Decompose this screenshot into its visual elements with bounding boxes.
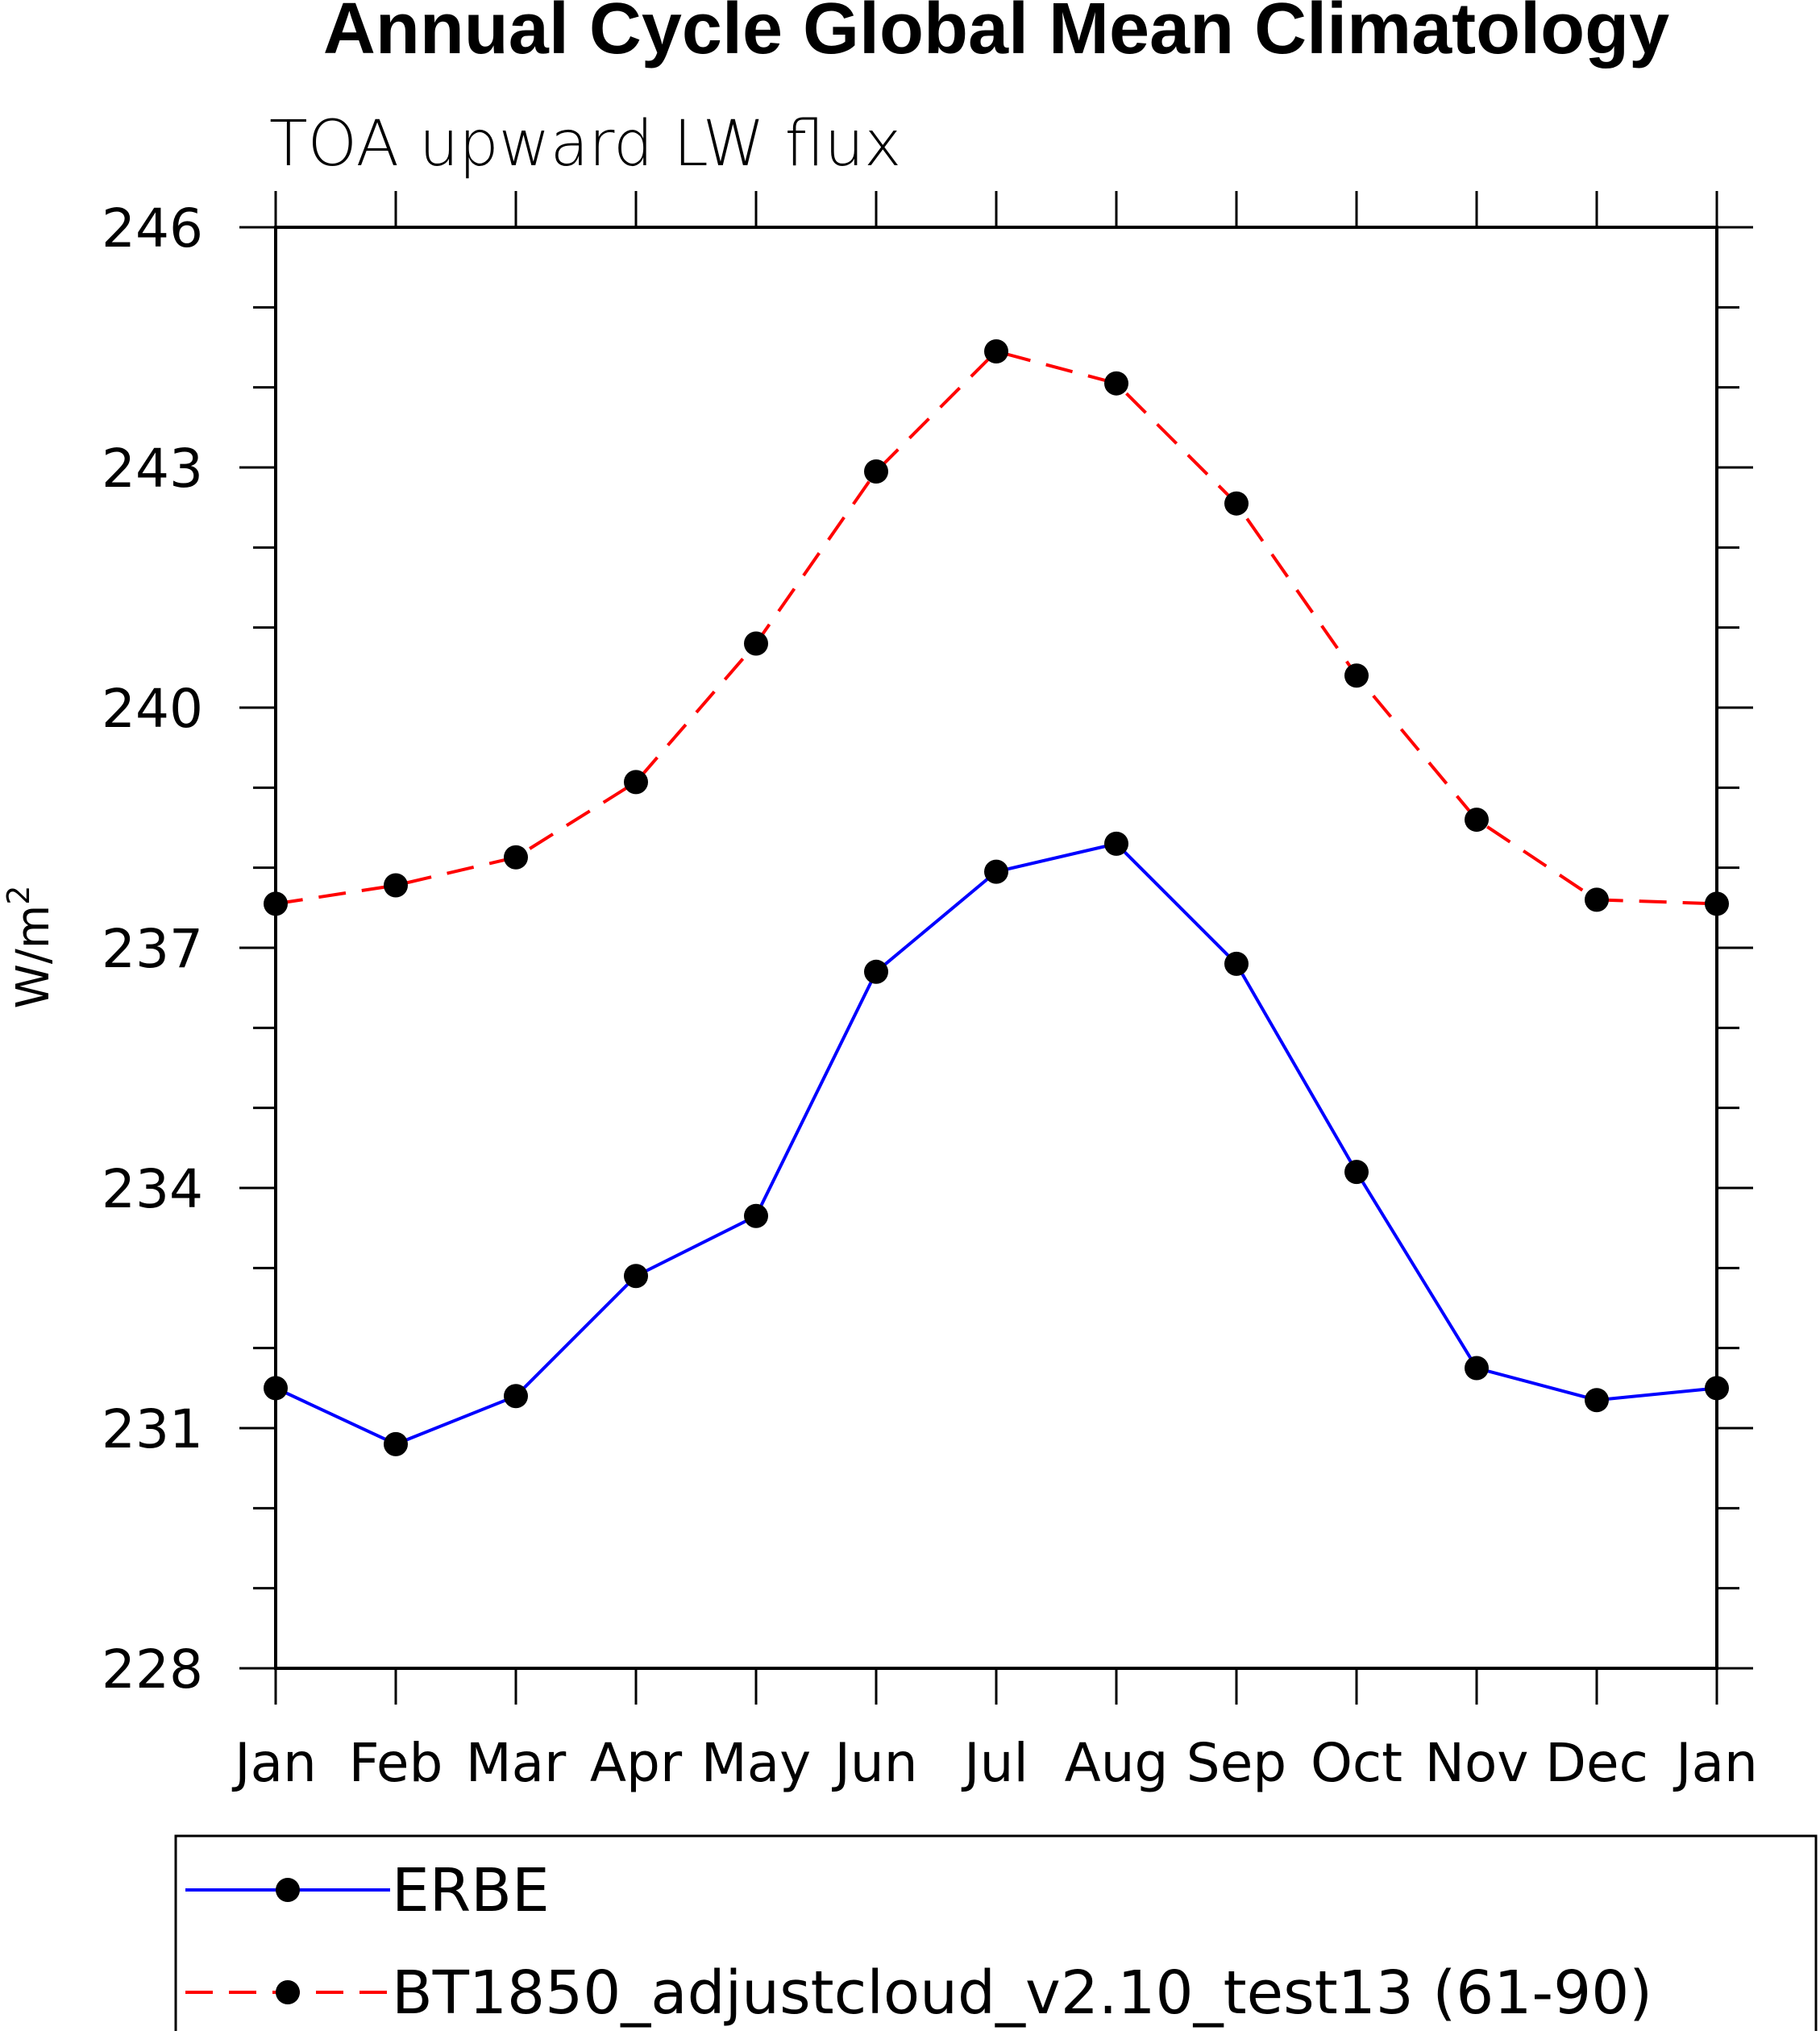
data-point xyxy=(1344,1160,1369,1185)
data-point xyxy=(504,845,528,870)
y-tick-labels: 228 231 234 237 240 243 246 xyxy=(102,197,203,1701)
data-point xyxy=(1585,1388,1609,1413)
data-point xyxy=(744,631,768,656)
data-point xyxy=(1705,891,1729,916)
x-tick-label: Jul xyxy=(961,1732,1028,1794)
data-point xyxy=(1344,663,1369,688)
data-point xyxy=(984,338,1008,363)
data-point xyxy=(1104,371,1128,396)
data-point xyxy=(264,1376,288,1401)
y-tick-label: 228 xyxy=(102,1638,203,1701)
x-tick-label: Feb xyxy=(349,1732,443,1794)
series-layer xyxy=(264,338,1729,1456)
y-axis-label-text: W/m xyxy=(7,905,60,1009)
y-tick-label: 243 xyxy=(102,438,203,500)
data-point xyxy=(1104,831,1128,856)
series-0 xyxy=(264,831,1729,1456)
data-point xyxy=(744,1203,768,1228)
data-point xyxy=(1705,1376,1729,1401)
y-tick-label: 231 xyxy=(102,1398,203,1460)
data-point xyxy=(1224,951,1249,976)
legend-label: ERBE xyxy=(392,1856,550,1925)
data-point xyxy=(384,1431,408,1456)
y-tick-label: 237 xyxy=(102,918,203,980)
data-point xyxy=(1465,1356,1489,1381)
data-point xyxy=(1224,491,1249,516)
data-point xyxy=(1585,887,1609,912)
legend-label: BT1850_adjustcloud_v2.10_test13 (61-90) xyxy=(392,1958,1652,2028)
x-tick-label: Mar xyxy=(466,1732,567,1794)
series-line xyxy=(275,841,1718,1447)
chart-subtitle: TOA upward LW flux xyxy=(269,108,901,181)
data-point xyxy=(264,891,288,916)
x-tick-label: Apr xyxy=(590,1732,683,1794)
y-tick-label: 240 xyxy=(102,678,203,740)
y-tick-label: 246 xyxy=(102,197,203,260)
data-point xyxy=(624,1264,648,1289)
data-point xyxy=(504,1384,528,1409)
x-tick-label: Jan xyxy=(231,1732,317,1794)
x-tick-label: May xyxy=(701,1732,811,1794)
y-axis-label-superscript: 2 xyxy=(1,886,36,905)
series-line xyxy=(275,349,1718,906)
axis-ticks xyxy=(239,191,1753,1705)
x-tick-label: Sep xyxy=(1186,1732,1286,1794)
chart-title: Annual Cycle Global Mean Climatology xyxy=(323,0,1669,69)
legend-box xyxy=(174,1834,1818,2035)
series-1 xyxy=(264,338,1729,916)
y-axis-label: W/m2 xyxy=(1,886,60,1009)
data-point xyxy=(624,770,648,795)
legend: ERBE BT1850_adjustcloud_v2.10_test13 (61-… xyxy=(174,1834,1818,2035)
x-tick-label: Jun xyxy=(831,1732,917,1794)
plot-frame xyxy=(274,226,1718,1670)
data-point xyxy=(1465,808,1489,833)
data-point xyxy=(864,959,888,984)
x-tick-label: Dec xyxy=(1545,1732,1648,1794)
legend-marker xyxy=(276,1980,300,2004)
x-tick-label: Oct xyxy=(1311,1732,1402,1794)
x-tick-label: Jan xyxy=(1672,1732,1758,1794)
plot-border xyxy=(274,226,1718,1670)
svg-text:W/m2: W/m2 xyxy=(1,886,60,1009)
data-point xyxy=(984,859,1008,884)
data-point xyxy=(384,873,408,898)
x-tick-label: Nov xyxy=(1425,1732,1529,1794)
data-point xyxy=(864,459,888,484)
legend-marker xyxy=(276,1878,300,1902)
y-tick-label: 234 xyxy=(102,1158,203,1220)
x-tick-label: Aug xyxy=(1065,1732,1169,1794)
x-tick-labels: Jan Feb Mar Apr May Jun Jul Aug Sep Oct Nov Dec Jan xyxy=(231,1732,1758,1794)
